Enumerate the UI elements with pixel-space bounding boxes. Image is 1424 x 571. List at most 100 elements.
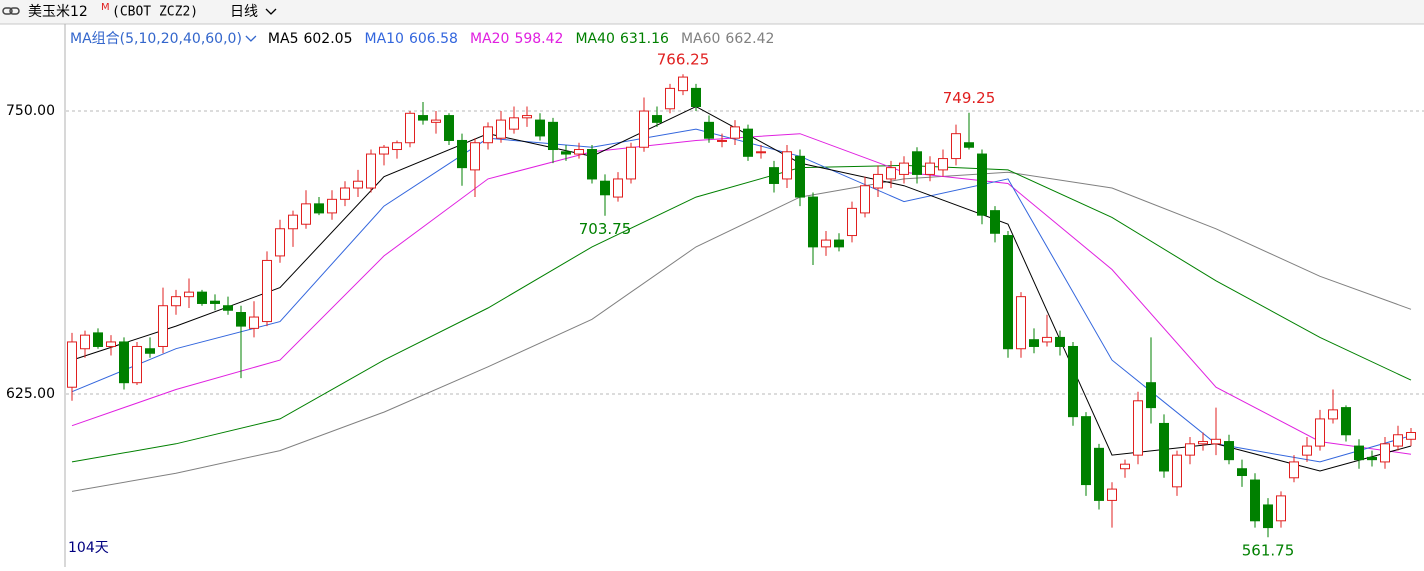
legend-name: MA5: [268, 31, 299, 47]
candle-body: [223, 305, 233, 311]
candle-body: [652, 115, 662, 123]
candle-body: [1250, 479, 1260, 522]
candle-body: [1393, 434, 1403, 447]
candle-body: [1081, 416, 1091, 486]
ma-line: [71, 128, 1412, 463]
candle-body: [431, 119, 441, 123]
candle-body: [392, 142, 402, 151]
candle-body: [444, 115, 454, 141]
candle-body: [821, 239, 831, 248]
candle-body: [1185, 443, 1195, 456]
candle-body: [977, 153, 987, 216]
candle-body: [730, 126, 740, 139]
candle-body: [80, 334, 90, 350]
candle-body: [1016, 296, 1026, 350]
candle-body: [483, 126, 493, 144]
candle-body: [1068, 345, 1078, 418]
candle-body: [197, 291, 207, 304]
ma-line: [71, 133, 1412, 455]
candle-body: [769, 167, 779, 184]
candle-body: [210, 300, 220, 304]
candle-body: [1406, 431, 1416, 440]
legend-name: MA10: [364, 31, 403, 47]
candle-body: [249, 316, 259, 329]
legend-name: MA60: [681, 31, 720, 47]
price-annotation: 766.25: [657, 51, 710, 69]
candle-body: [938, 158, 948, 171]
candle-body: [1172, 454, 1182, 488]
candle-body: [1380, 443, 1390, 463]
candle-body: [1263, 504, 1273, 529]
candle-body: [119, 341, 129, 384]
candle-body: [1003, 235, 1013, 350]
period-selector[interactable]: 日线: [230, 4, 258, 20]
candle-body: [1198, 441, 1208, 445]
candle-body: [1302, 445, 1312, 456]
ma-line: [71, 171, 1412, 492]
candle-body: [470, 142, 480, 171]
candle-body: [912, 151, 922, 175]
candle-body: [457, 139, 467, 169]
legend-name: MA20: [470, 31, 509, 47]
candle-body: [327, 198, 337, 214]
candle-body: [1042, 336, 1052, 343]
legend-name: MA40: [575, 31, 614, 47]
candle-body: [158, 305, 168, 347]
candle-body: [496, 119, 506, 139]
candle-body: [886, 167, 896, 180]
candle-body: [1315, 418, 1325, 447]
symbol: (CBOT ZCZ2): [112, 5, 198, 20]
title: 美玉米12: [28, 4, 88, 20]
candle-body: [353, 180, 363, 189]
candle-body: [756, 151, 766, 154]
candle-body: [639, 110, 649, 148]
period-chevron[interactable]: [265, 8, 277, 15]
title-bar: [0, 0, 1424, 24]
legend-value: 631.16: [620, 31, 669, 47]
candle-body: [990, 210, 1000, 234]
ma-group-selector[interactable]: MA组合(5,10,20,40,60,0): [70, 31, 242, 47]
candle-body: [1354, 445, 1364, 461]
candle-body: [1289, 461, 1299, 479]
legend-value: 606.58: [409, 31, 458, 47]
candle-body: [613, 178, 623, 198]
candle-body: [860, 185, 870, 214]
ma-line: [71, 164, 1412, 463]
candle-body: [184, 291, 194, 298]
candle-body: [795, 155, 805, 198]
legend-value: 662.42: [725, 31, 774, 47]
candle-body: [847, 207, 857, 237]
ma-group-chevron[interactable]: [245, 35, 257, 42]
candle-body: [1341, 407, 1351, 436]
candle-body: [626, 146, 636, 180]
candle-body: [535, 119, 545, 137]
candle-body: [704, 121, 714, 139]
candle-body: [236, 312, 246, 327]
candle-body: [314, 203, 324, 214]
candle-body: [782, 151, 792, 180]
candle-body: [1367, 456, 1377, 461]
legend-value: 602.05: [303, 31, 352, 47]
candle-body: [301, 203, 311, 225]
candle-body: [145, 348, 155, 354]
candle-body: [405, 112, 415, 144]
title-superscript: M: [101, 2, 110, 13]
price-annotation: 703.75: [579, 220, 632, 238]
candle-body: [899, 162, 909, 175]
candle-body: [93, 332, 103, 347]
candle-body: [600, 180, 610, 196]
candle-body: [678, 76, 688, 92]
candle-body: [964, 142, 974, 148]
candle-body: [808, 196, 818, 248]
candle-body: [67, 341, 77, 388]
candle-body: [171, 296, 181, 307]
candle-body: [951, 133, 961, 160]
candle-body: [1237, 468, 1247, 477]
candle-body: [1224, 441, 1234, 461]
y-tick-label: 625.00: [6, 386, 55, 402]
link-icon: [2, 7, 20, 15]
candle-body: [1029, 339, 1039, 347]
candle-body: [1055, 336, 1065, 347]
